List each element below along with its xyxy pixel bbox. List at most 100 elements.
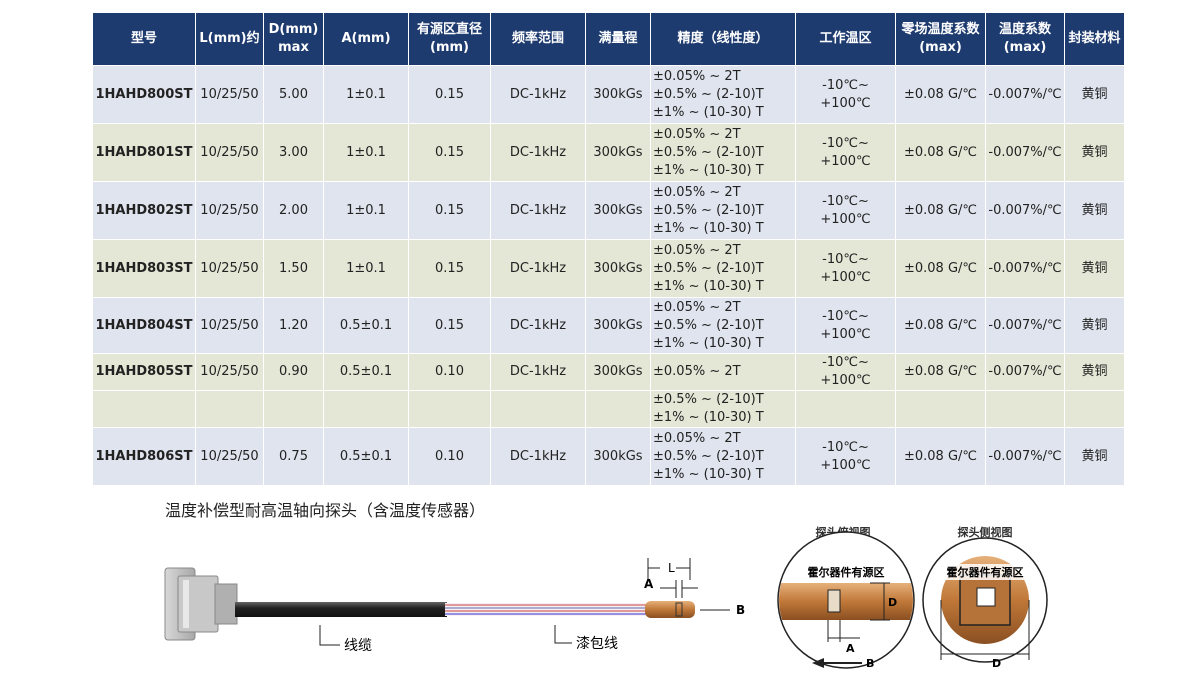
table-cell: ±0.08 G/℃ bbox=[895, 239, 986, 298]
dim-label: L bbox=[668, 561, 675, 575]
cell-line: 封装材料 bbox=[1068, 31, 1121, 46]
table-cell: -0.007%/℃ bbox=[985, 65, 1065, 124]
table-cell: DC-1kHz bbox=[490, 427, 586, 486]
table-cell: 300kGs bbox=[585, 239, 651, 298]
table-cell: DC-1kHz bbox=[490, 353, 586, 391]
table-cell: 0.5±0.1 bbox=[323, 427, 409, 486]
table-cell: 黄铜 bbox=[1064, 427, 1125, 486]
table-cell: -10℃~ +100℃ bbox=[795, 181, 896, 240]
probe bbox=[645, 601, 695, 618]
table-row: 1HAHD803ST 10/25/50 1.50 1±0.1 0.15 DC-1kHz 30… bbox=[92, 239, 1125, 298]
table-cell: ±0.08 G/℃ bbox=[895, 65, 986, 124]
probe-diagram: 温度补偿型耐高温轴向探头（含温度传感器） L A B 线缆 漆包线 探头俯视图 … bbox=[164, 501, 1048, 670]
table-cell: 0.10 bbox=[408, 427, 491, 486]
cell-line: ±1% ~ (10-30) T bbox=[653, 104, 764, 120]
cell-line: ±1% ~ (10-30) T bbox=[653, 220, 764, 236]
cell-line: ±1% ~ (10-30) T bbox=[653, 162, 764, 178]
table-cell: 1HAHD804ST bbox=[92, 297, 196, 354]
table-cell: 黄铜 bbox=[1064, 65, 1125, 124]
table-cell bbox=[985, 390, 1065, 428]
table-row: ±0.5% ~ (2-10)T ±1% ~ (10-30) T bbox=[92, 390, 1125, 428]
table-cell: 300kGs bbox=[585, 297, 651, 354]
header-cell: 频率范围 bbox=[490, 12, 586, 66]
table-cell: 0.15 bbox=[408, 65, 491, 124]
table-cell: -10℃~ +100℃ bbox=[795, 123, 896, 182]
region-label: 霍尔器件有源区 bbox=[947, 565, 1024, 579]
table-cell: 1.50 bbox=[263, 239, 324, 298]
cell-line: ±0.05% ~ 2T bbox=[653, 364, 741, 379]
table-cell: 1±0.1 bbox=[323, 123, 409, 182]
table-cell: 10/25/50 bbox=[195, 239, 264, 298]
dim-label: D bbox=[992, 657, 1001, 670]
cell-line: ±1% ~ (10-30) T bbox=[653, 335, 764, 351]
table-cell: 黄铜 bbox=[1064, 181, 1125, 240]
table-cell: -0.007%/℃ bbox=[985, 427, 1065, 486]
header-cell: 封装材料 bbox=[1064, 12, 1125, 66]
table-cell: DC-1kHz bbox=[490, 297, 586, 354]
table-row: 1HAHD802ST 10/25/50 2.00 1±0.1 0.15 DC-1kHz 30… bbox=[92, 181, 1125, 240]
cell-line: max bbox=[278, 40, 309, 55]
table-cell: 0.5±0.1 bbox=[323, 353, 409, 391]
table-row: 1HAHD805ST 10/25/50 0.90 0.5±0.1 0.10 DC-1kHz… bbox=[92, 353, 1125, 391]
table-row: 1HAHD804ST 10/25/50 1.20 0.5±0.1 0.15 DC-1kHz… bbox=[92, 297, 1125, 354]
table-cell: ±0.05% ~ 2T ±0.5% ~ (2-10)T ±1% ~ (10-30) … bbox=[650, 123, 796, 182]
table-cell bbox=[795, 390, 896, 428]
table-cell: DC-1kHz bbox=[490, 239, 586, 298]
cell-line: ±0.05% ~ 2T bbox=[653, 184, 741, 200]
table-cell: 10/25/50 bbox=[195, 181, 264, 240]
table-cell bbox=[195, 390, 264, 428]
table-cell: 0.15 bbox=[408, 123, 491, 182]
cell-line: ±0.5% ~ (2-10)T bbox=[653, 448, 764, 464]
table-cell: 0.90 bbox=[263, 353, 324, 391]
cell-line: L(mm)约 bbox=[199, 31, 260, 46]
cell-line: A(mm) bbox=[341, 31, 391, 46]
table-cell: -0.007%/℃ bbox=[985, 239, 1065, 298]
spec-table: 型号 L(mm)约 D(mm) max A(mm) 有源区直径 (mm) 频率范围 满量程 精度（… bbox=[92, 12, 1125, 486]
table-cell: 1±0.1 bbox=[323, 239, 409, 298]
table-row: 1HAHD801ST 10/25/50 3.00 1±0.1 0.15 DC-1kHz 30… bbox=[92, 123, 1125, 182]
table-cell: ±0.05% ~ 2T ±0.5% ~ (2-10)T ±1% ~ (10-30) … bbox=[650, 239, 796, 298]
table-cell: -0.007%/℃ bbox=[985, 181, 1065, 240]
table-cell: 300kGs bbox=[585, 65, 651, 124]
header-row: 型号 L(mm)约 D(mm) max A(mm) 有源区直径 (mm) 频率范围 满量程 精度（… bbox=[92, 12, 1125, 66]
header-cell: 有源区直径 (mm) bbox=[408, 12, 491, 66]
diagram-title: 温度补偿型耐高温轴向探头（含温度传感器） bbox=[165, 501, 485, 520]
table-cell bbox=[895, 390, 986, 428]
table-cell: 300kGs bbox=[585, 181, 651, 240]
table-cell: ±0.05% ~ 2T ±0.5% ~ (2-10)T ±1% ~ (10-30) … bbox=[650, 181, 796, 240]
dim-label: A bbox=[644, 577, 654, 591]
table-cell: ±0.08 G/℃ bbox=[895, 123, 986, 182]
table-cell: 1.20 bbox=[263, 297, 324, 354]
table-cell: -10℃~ +100℃ bbox=[795, 297, 896, 354]
table-cell: -10℃~ +100℃ bbox=[795, 353, 896, 391]
header-cell: 满量程 bbox=[585, 12, 651, 66]
region-label: 霍尔器件有源区 bbox=[808, 565, 885, 579]
cell-line: ±0.5% ~ (2-10)T bbox=[653, 317, 764, 333]
table-cell: 300kGs bbox=[585, 353, 651, 391]
cell-line: 温度系数 bbox=[998, 22, 1051, 37]
table-cell: DC-1kHz bbox=[490, 123, 586, 182]
table-cell bbox=[490, 390, 586, 428]
table-cell: 1HAHD800ST bbox=[92, 65, 196, 124]
cell-line: ±0.05% ~ 2T bbox=[653, 68, 741, 84]
cell-line: ±0.5% ~ (2-10)T bbox=[653, 144, 764, 160]
table-cell: ±0.05% ~ 2T ±0.5% ~ (2-10)T ±1% ~ (10-30) … bbox=[650, 65, 796, 124]
cell-line: 零场温度系数 bbox=[901, 22, 980, 37]
table-cell: ±0.08 G/℃ bbox=[895, 427, 986, 486]
cell-line: (mm) bbox=[430, 40, 469, 55]
dim-label: B bbox=[866, 657, 874, 670]
cell-line: ±1% ~ (10-30) T bbox=[653, 466, 764, 482]
table-cell: 1±0.1 bbox=[323, 181, 409, 240]
table-cell: 10/25/50 bbox=[195, 123, 264, 182]
header-cell: 零场温度系数 (max) bbox=[895, 12, 986, 66]
table-cell: -10℃~ +100℃ bbox=[795, 65, 896, 124]
table-cell: 1±0.1 bbox=[323, 65, 409, 124]
table-cell: 1HAHD806ST bbox=[92, 427, 196, 486]
table-cell: 黄铜 bbox=[1064, 123, 1125, 182]
table-row: 1HAHD800ST 10/25/50 5.00 1±0.1 0.15 DC-1kHz 30… bbox=[92, 65, 1125, 124]
connector bbox=[164, 567, 238, 641]
table-cell: 0.10 bbox=[408, 353, 491, 391]
cell-line: 型号 bbox=[130, 31, 157, 46]
table-cell: -0.007%/℃ bbox=[985, 123, 1065, 182]
dimensions bbox=[319, 558, 730, 646]
